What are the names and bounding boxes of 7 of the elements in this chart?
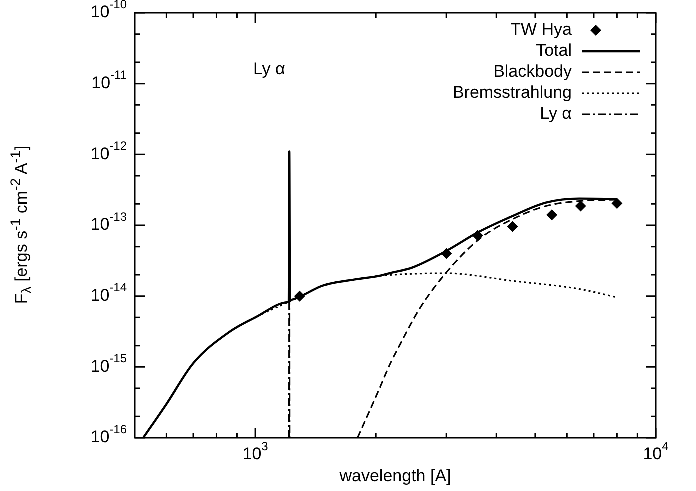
legend-label: TW Hya <box>510 20 573 40</box>
x-axis-title: wavelength [A] <box>338 466 452 486</box>
annotation: Ly α <box>253 60 286 79</box>
legend-label: Ly α <box>540 104 572 124</box>
legend-label: Total <box>536 41 572 60</box>
legend-label: Blackbody <box>494 62 572 82</box>
legend-label: Bremsstrahlung <box>452 83 572 102</box>
